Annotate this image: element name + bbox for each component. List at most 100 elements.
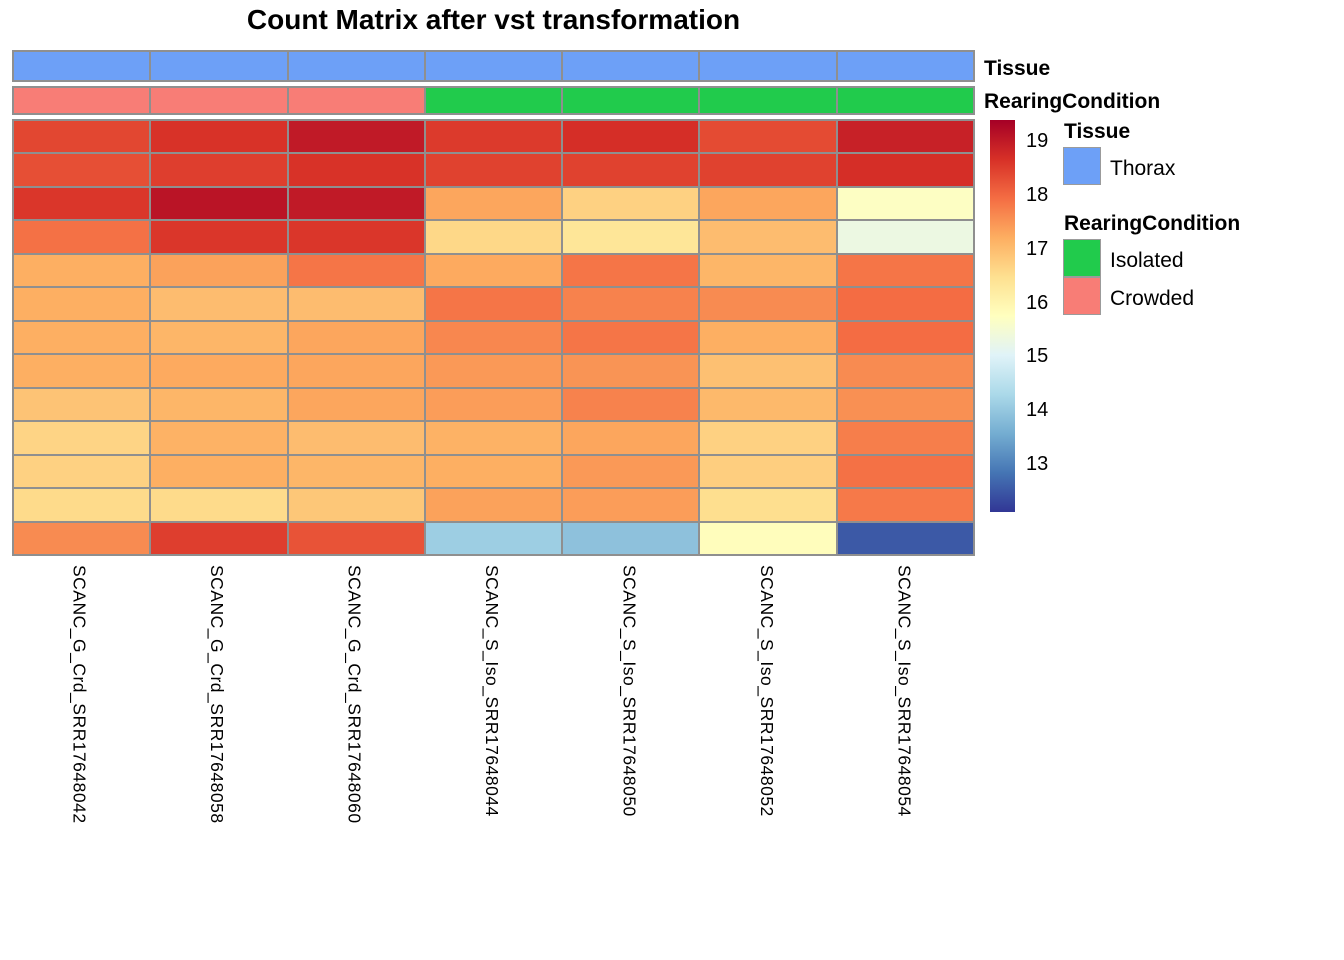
heatmap-cell <box>14 154 150 186</box>
heatmap-cell <box>425 254 562 287</box>
heatmap-cell <box>151 489 287 521</box>
heatmap-cell <box>14 522 150 554</box>
heatmap-cell <box>837 355 973 387</box>
heatmap-cell <box>14 388 150 421</box>
heatmap-cell <box>700 321 836 354</box>
heatmap-cell <box>151 221 287 253</box>
heatmap-cell <box>700 388 836 421</box>
heatmap-cell <box>151 388 287 421</box>
legend-title-tissue: Tissue <box>1064 120 1131 143</box>
plot-title: Count Matrix after vst transformation <box>246 4 741 35</box>
legend-swatch-isolated <box>1063 239 1101 277</box>
heatmap-cell <box>425 187 562 220</box>
heatmap-cell <box>700 489 836 521</box>
heatmap-cell <box>288 455 424 488</box>
heatmap-cell <box>288 254 424 287</box>
heatmap-cell <box>425 422 562 454</box>
heatmap-cell <box>425 321 562 354</box>
heatmap-cell <box>288 154 424 186</box>
heatmap-cell <box>288 489 424 521</box>
heatmap-cell <box>151 355 287 387</box>
heatmap-cell <box>288 321 424 354</box>
heatmap-cell <box>425 154 562 186</box>
color-scale-tick: 17 <box>1026 237 1049 260</box>
heatmap-cell <box>837 422 973 454</box>
heatmap-cell <box>151 254 287 287</box>
color-scale-tick: 16 <box>1026 291 1049 314</box>
heatmap-cell <box>700 254 836 287</box>
column-label: SCANC_G_Crd_SRR17648058 <box>206 565 227 824</box>
annotation-cell-crowded <box>151 88 287 113</box>
heatmap-cell <box>700 422 836 454</box>
heatmap-cell <box>837 288 973 320</box>
heatmap-cell <box>700 355 836 387</box>
heatmap-cell <box>563 489 699 521</box>
heatmap-cell <box>563 522 699 554</box>
heatmap-cell <box>837 388 973 421</box>
color-scale-tick: 15 <box>1026 345 1049 368</box>
heatmap-cell <box>563 187 699 220</box>
annotation-label-rearingcondition: RearingCondition <box>984 90 1161 113</box>
heatmap-cell <box>700 522 836 554</box>
heatmap-cell <box>700 154 836 186</box>
annotation-cell-thorax <box>563 52 699 80</box>
legend-title-rearingcondition: RearingCondition <box>1064 212 1241 235</box>
heatmap-cell <box>425 388 562 421</box>
heatmap-cell <box>288 288 424 320</box>
heatmap-cell <box>700 187 836 220</box>
heatmap-cell <box>288 388 424 421</box>
heatmap-cell <box>563 388 699 421</box>
heatmap-cell <box>425 288 562 320</box>
heatmap-cell <box>837 321 973 354</box>
heatmap-cell <box>151 187 287 220</box>
heatmap-cell <box>14 455 150 488</box>
heatmap-cell <box>151 288 287 320</box>
heatmap-cell <box>700 288 836 320</box>
color-scale-tick: 13 <box>1026 452 1049 475</box>
heatmap-cell <box>837 121 973 153</box>
column-label: SCANC_S_Iso_SRR17648044 <box>482 565 502 817</box>
annotation-cell-isolated <box>837 88 973 113</box>
legend-label-crowded: Crowded <box>1110 287 1195 310</box>
heatmap-cell <box>151 422 287 454</box>
heatmap-cell <box>151 321 287 354</box>
annotation-cell-thorax <box>700 52 836 80</box>
heatmap-cell <box>563 221 699 253</box>
heatmap-cell <box>151 455 287 488</box>
legend-label-isolated: Isolated <box>1110 249 1184 272</box>
heatmap-cell <box>14 355 150 387</box>
column-label: SCANC_G_Crd_SRR17648060 <box>344 565 365 824</box>
heatmap-cell <box>563 288 699 320</box>
color-scale-tick: 14 <box>1026 398 1049 421</box>
heatmap-cell <box>288 355 424 387</box>
heatmap-cell <box>425 355 562 387</box>
heatmap-cell <box>425 522 562 554</box>
heatmap-cell <box>288 221 424 253</box>
color-scale-bar <box>990 120 1015 512</box>
heatmap-matrix <box>12 119 975 556</box>
heatmap-cell <box>837 187 973 220</box>
heatmap-cell <box>563 355 699 387</box>
heatmap-cell <box>700 455 836 488</box>
annotation-cell-crowded <box>288 88 424 113</box>
heatmap-cell <box>563 154 699 186</box>
heatmap-cell <box>288 522 424 554</box>
heatmap-cell <box>288 422 424 454</box>
heatmap-cell <box>151 522 287 554</box>
heatmap-cell <box>14 288 150 320</box>
heatmap-cell <box>425 221 562 253</box>
heatmap-cell <box>700 221 836 253</box>
heatmap-cell <box>14 489 150 521</box>
heatmap-cell <box>425 121 562 153</box>
annotation-cell-thorax <box>425 52 562 80</box>
heatmap-cell <box>563 254 699 287</box>
legend-label-thorax: Thorax <box>1110 157 1176 180</box>
heatmap-cell <box>700 121 836 153</box>
heatmap-cell <box>425 455 562 488</box>
heatmap-cell <box>14 254 150 287</box>
heatmap-cell <box>563 321 699 354</box>
heatmap-cell <box>837 522 973 554</box>
legend-swatch-thorax <box>1063 147 1101 185</box>
column-label: SCANC_S_Iso_SRR17648052 <box>757 565 778 817</box>
